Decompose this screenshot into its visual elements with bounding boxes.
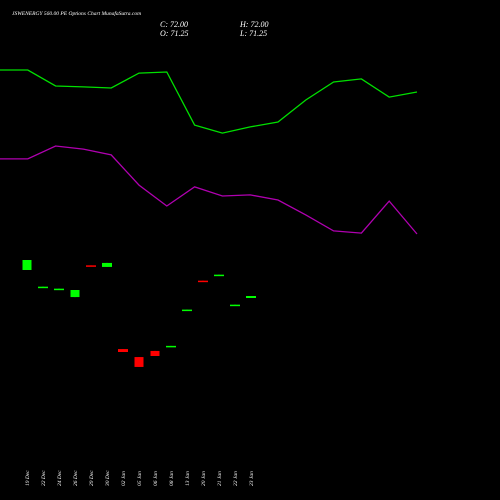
candle-body xyxy=(230,304,240,307)
x-tick-label: 26 Dec xyxy=(73,470,79,486)
x-tick-label: 30 Dec xyxy=(105,470,111,487)
candle-body xyxy=(246,296,256,298)
candle-body xyxy=(150,350,160,356)
candle-body xyxy=(86,265,96,267)
x-tick-label: 20 Jan xyxy=(201,471,207,486)
candle-body xyxy=(38,286,48,289)
x-tick-label: 24 Dec xyxy=(56,470,63,486)
x-tick-label: 21 Jan xyxy=(217,471,223,486)
low-label: L: 71.25 xyxy=(239,29,267,38)
candle-body xyxy=(198,280,208,283)
x-tick-label: 13 Jan xyxy=(185,471,191,486)
candle-body xyxy=(214,274,224,277)
high-label: H: 72.00 xyxy=(239,20,268,29)
close-label: C: 72.00 xyxy=(160,20,188,29)
indicator-line xyxy=(0,145,418,235)
x-tick-label: 02 Jan xyxy=(121,471,127,486)
candle-body xyxy=(54,288,64,291)
candle-body xyxy=(166,345,176,348)
candle-body xyxy=(102,262,112,267)
x-tick-label: 22 Jan xyxy=(233,471,239,486)
candle-body xyxy=(70,290,80,298)
x-tick-label: 08 Jan xyxy=(169,471,175,486)
x-tick-label: 06 Jan xyxy=(153,471,159,486)
candle-body xyxy=(134,357,144,367)
x-tick-label: 29 Dec xyxy=(89,470,95,486)
candle-body xyxy=(118,349,128,352)
indicator-line xyxy=(0,69,418,134)
candle-body xyxy=(22,260,32,270)
x-tick-label: 23 Jan xyxy=(249,471,255,486)
x-tick-label: 22 Dec xyxy=(41,470,47,486)
chart-title: JSWENERGY 560.00 PE Options Chart Munafa… xyxy=(12,10,141,17)
candle-body xyxy=(182,309,192,312)
x-tick-label: 05 Jan xyxy=(137,471,143,486)
x-tick-label: 19 Dec xyxy=(25,470,31,486)
open-label: O: 71.25 xyxy=(160,29,188,38)
